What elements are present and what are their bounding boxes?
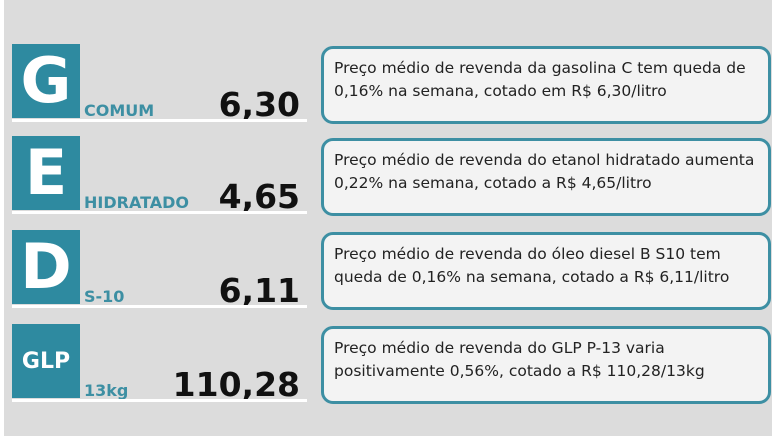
divider	[12, 119, 307, 122]
fuel-price: 6,11	[218, 271, 300, 310]
fuel-letter-badge: D	[12, 230, 80, 304]
fuel-price: 6,30	[218, 85, 300, 124]
fuel-row-diesel: D S-10 6,11 Preço médio de revenda do ól…	[4, 230, 772, 320]
fuel-type-label: HIDRATADO	[84, 193, 190, 212]
fuel-description: Preço médio de revenda do GLP P-13 varia…	[321, 326, 771, 404]
fuel-letter-badge: G	[12, 44, 80, 118]
divider	[12, 211, 307, 214]
fuel-price-panel: G COMUM 6,30 Preço médio de revenda da g…	[4, 0, 772, 436]
fuel-letter-badge: GLP	[12, 324, 80, 398]
fuel-row-etanol: E HIDRATADO 4,65 Preço médio de revenda …	[4, 136, 772, 226]
fuel-price: 110,28	[172, 365, 300, 404]
fuel-description: Preço médio de revenda do óleo diesel B …	[321, 232, 771, 310]
fuel-row-gasolina: G COMUM 6,30 Preço médio de revenda da g…	[4, 44, 772, 134]
fuel-type-label: 13kg	[84, 381, 129, 400]
fuel-description: Preço médio de revenda do etanol hidrata…	[321, 138, 771, 216]
divider	[12, 399, 307, 402]
fuel-description: Preço médio de revenda da gasolina C tem…	[321, 46, 771, 124]
divider	[12, 305, 307, 308]
fuel-letter-badge: E	[12, 136, 80, 210]
fuel-type-label: COMUM	[84, 101, 155, 120]
fuel-row-glp: GLP 13kg 110,28 Preço médio de revenda d…	[4, 324, 772, 414]
fuel-type-label: S-10	[84, 287, 125, 306]
fuel-price: 4,65	[218, 177, 300, 216]
